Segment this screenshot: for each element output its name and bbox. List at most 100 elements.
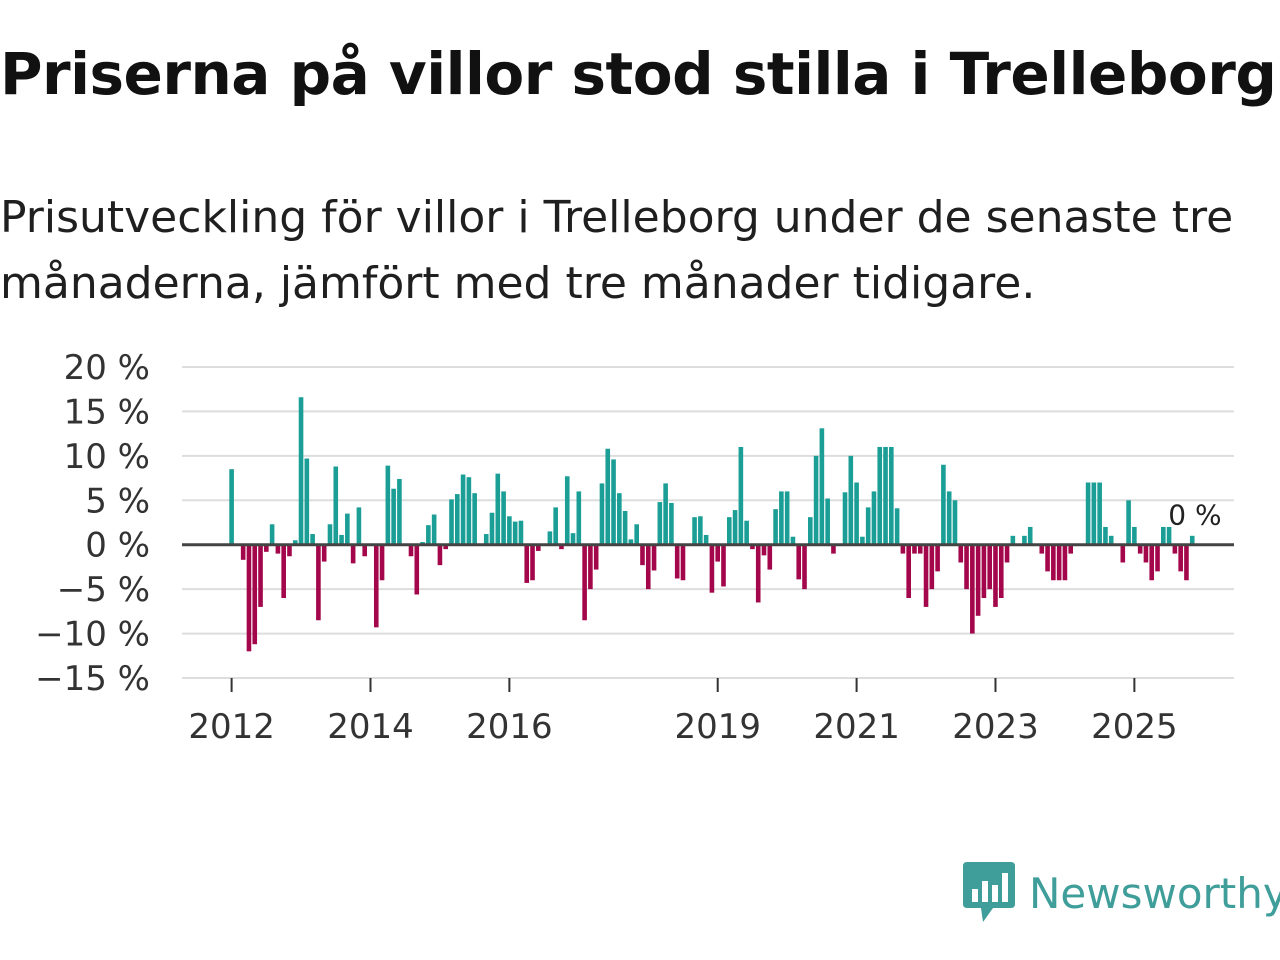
x-tick-label: 2014 [327, 707, 414, 740]
brand-name: Newsworthy [1029, 868, 1280, 918]
bar [1097, 482, 1102, 545]
bar [588, 544, 593, 590]
bar [634, 524, 639, 545]
bar [975, 544, 981, 616]
y-tick-label: 0 % [85, 526, 150, 566]
newsworthy-logo-icon [963, 862, 1015, 922]
bar [1184, 544, 1189, 581]
y-tick-label: 20 % [64, 348, 150, 388]
last-value-label: 0 % [1168, 499, 1221, 532]
y-tick-label: −5 % [57, 570, 150, 610]
bar [1085, 482, 1091, 545]
bar [570, 533, 576, 545]
bar [744, 520, 749, 545]
bar [304, 458, 310, 545]
bar [790, 536, 796, 545]
bar [599, 483, 605, 545]
bar [628, 539, 634, 545]
bar [258, 544, 263, 607]
bar [281, 544, 286, 599]
bar [1045, 544, 1050, 572]
bar [1039, 544, 1045, 554]
bar [1172, 544, 1178, 554]
bar [264, 544, 269, 552]
bar [854, 482, 859, 545]
bar [240, 544, 246, 560]
bar [564, 476, 570, 545]
bar [773, 509, 778, 545]
bar [1120, 544, 1126, 563]
bar [559, 544, 564, 550]
bar [246, 544, 252, 652]
bar [680, 544, 686, 581]
bar [518, 520, 524, 545]
bar [848, 455, 854, 545]
bar [269, 524, 275, 545]
bar [750, 544, 755, 550]
bar [617, 493, 622, 545]
y-tick-label: 15 % [64, 392, 150, 432]
bar [1108, 535, 1114, 545]
y-tick-label: 5 % [85, 481, 150, 521]
bar [912, 544, 917, 554]
bar [900, 544, 906, 554]
bar [397, 478, 402, 545]
annotations: 0 % [1168, 499, 1221, 532]
bar-chart: 20 %15 %10 %5 %0 %−5 %−10 %−15 % 2012 201… [35, 348, 1234, 740]
bar [1068, 544, 1074, 554]
bar [906, 544, 911, 599]
bar [755, 544, 761, 603]
bar [316, 544, 321, 621]
x-tick-label: 2016 [466, 707, 553, 740]
bar [721, 544, 726, 587]
bar [645, 544, 651, 590]
bar [669, 502, 674, 545]
bar [327, 524, 333, 545]
bar [825, 498, 830, 545]
bar [640, 544, 645, 566]
bar [379, 544, 385, 581]
bar [877, 446, 883, 545]
bar [819, 428, 825, 545]
bar [298, 397, 304, 545]
bar [981, 544, 987, 599]
bar [350, 544, 356, 564]
x-tick-label: 2019 [674, 707, 761, 740]
bar [310, 534, 315, 545]
bar [426, 525, 431, 545]
x-tick-label: 2012 [188, 707, 275, 740]
bar [1137, 544, 1143, 554]
bar [883, 446, 888, 545]
bar [698, 516, 703, 545]
bar [373, 544, 379, 628]
bar [842, 492, 848, 545]
bar [495, 473, 501, 545]
bar [524, 544, 530, 583]
bar [1178, 544, 1183, 572]
bar [715, 544, 721, 562]
bar [946, 491, 952, 545]
bar [512, 521, 518, 545]
bar [1004, 544, 1010, 563]
bar [339, 534, 344, 545]
bar [831, 544, 836, 554]
bar [796, 544, 802, 580]
bar [1103, 526, 1108, 545]
bar [692, 517, 697, 545]
gridlines [182, 366, 1234, 679]
bar [536, 544, 541, 551]
bar [437, 544, 443, 566]
bar [987, 544, 992, 590]
bar [929, 544, 935, 590]
bar [489, 512, 495, 545]
bar [1091, 482, 1097, 545]
x-tick-label: 2025 [1091, 707, 1178, 740]
bar [501, 491, 506, 545]
x-tick-label: 2023 [952, 707, 1039, 740]
bar [321, 544, 327, 562]
bar [414, 544, 420, 595]
bar [362, 544, 367, 557]
bar [871, 491, 877, 545]
bar [622, 510, 628, 545]
bar [767, 544, 773, 570]
